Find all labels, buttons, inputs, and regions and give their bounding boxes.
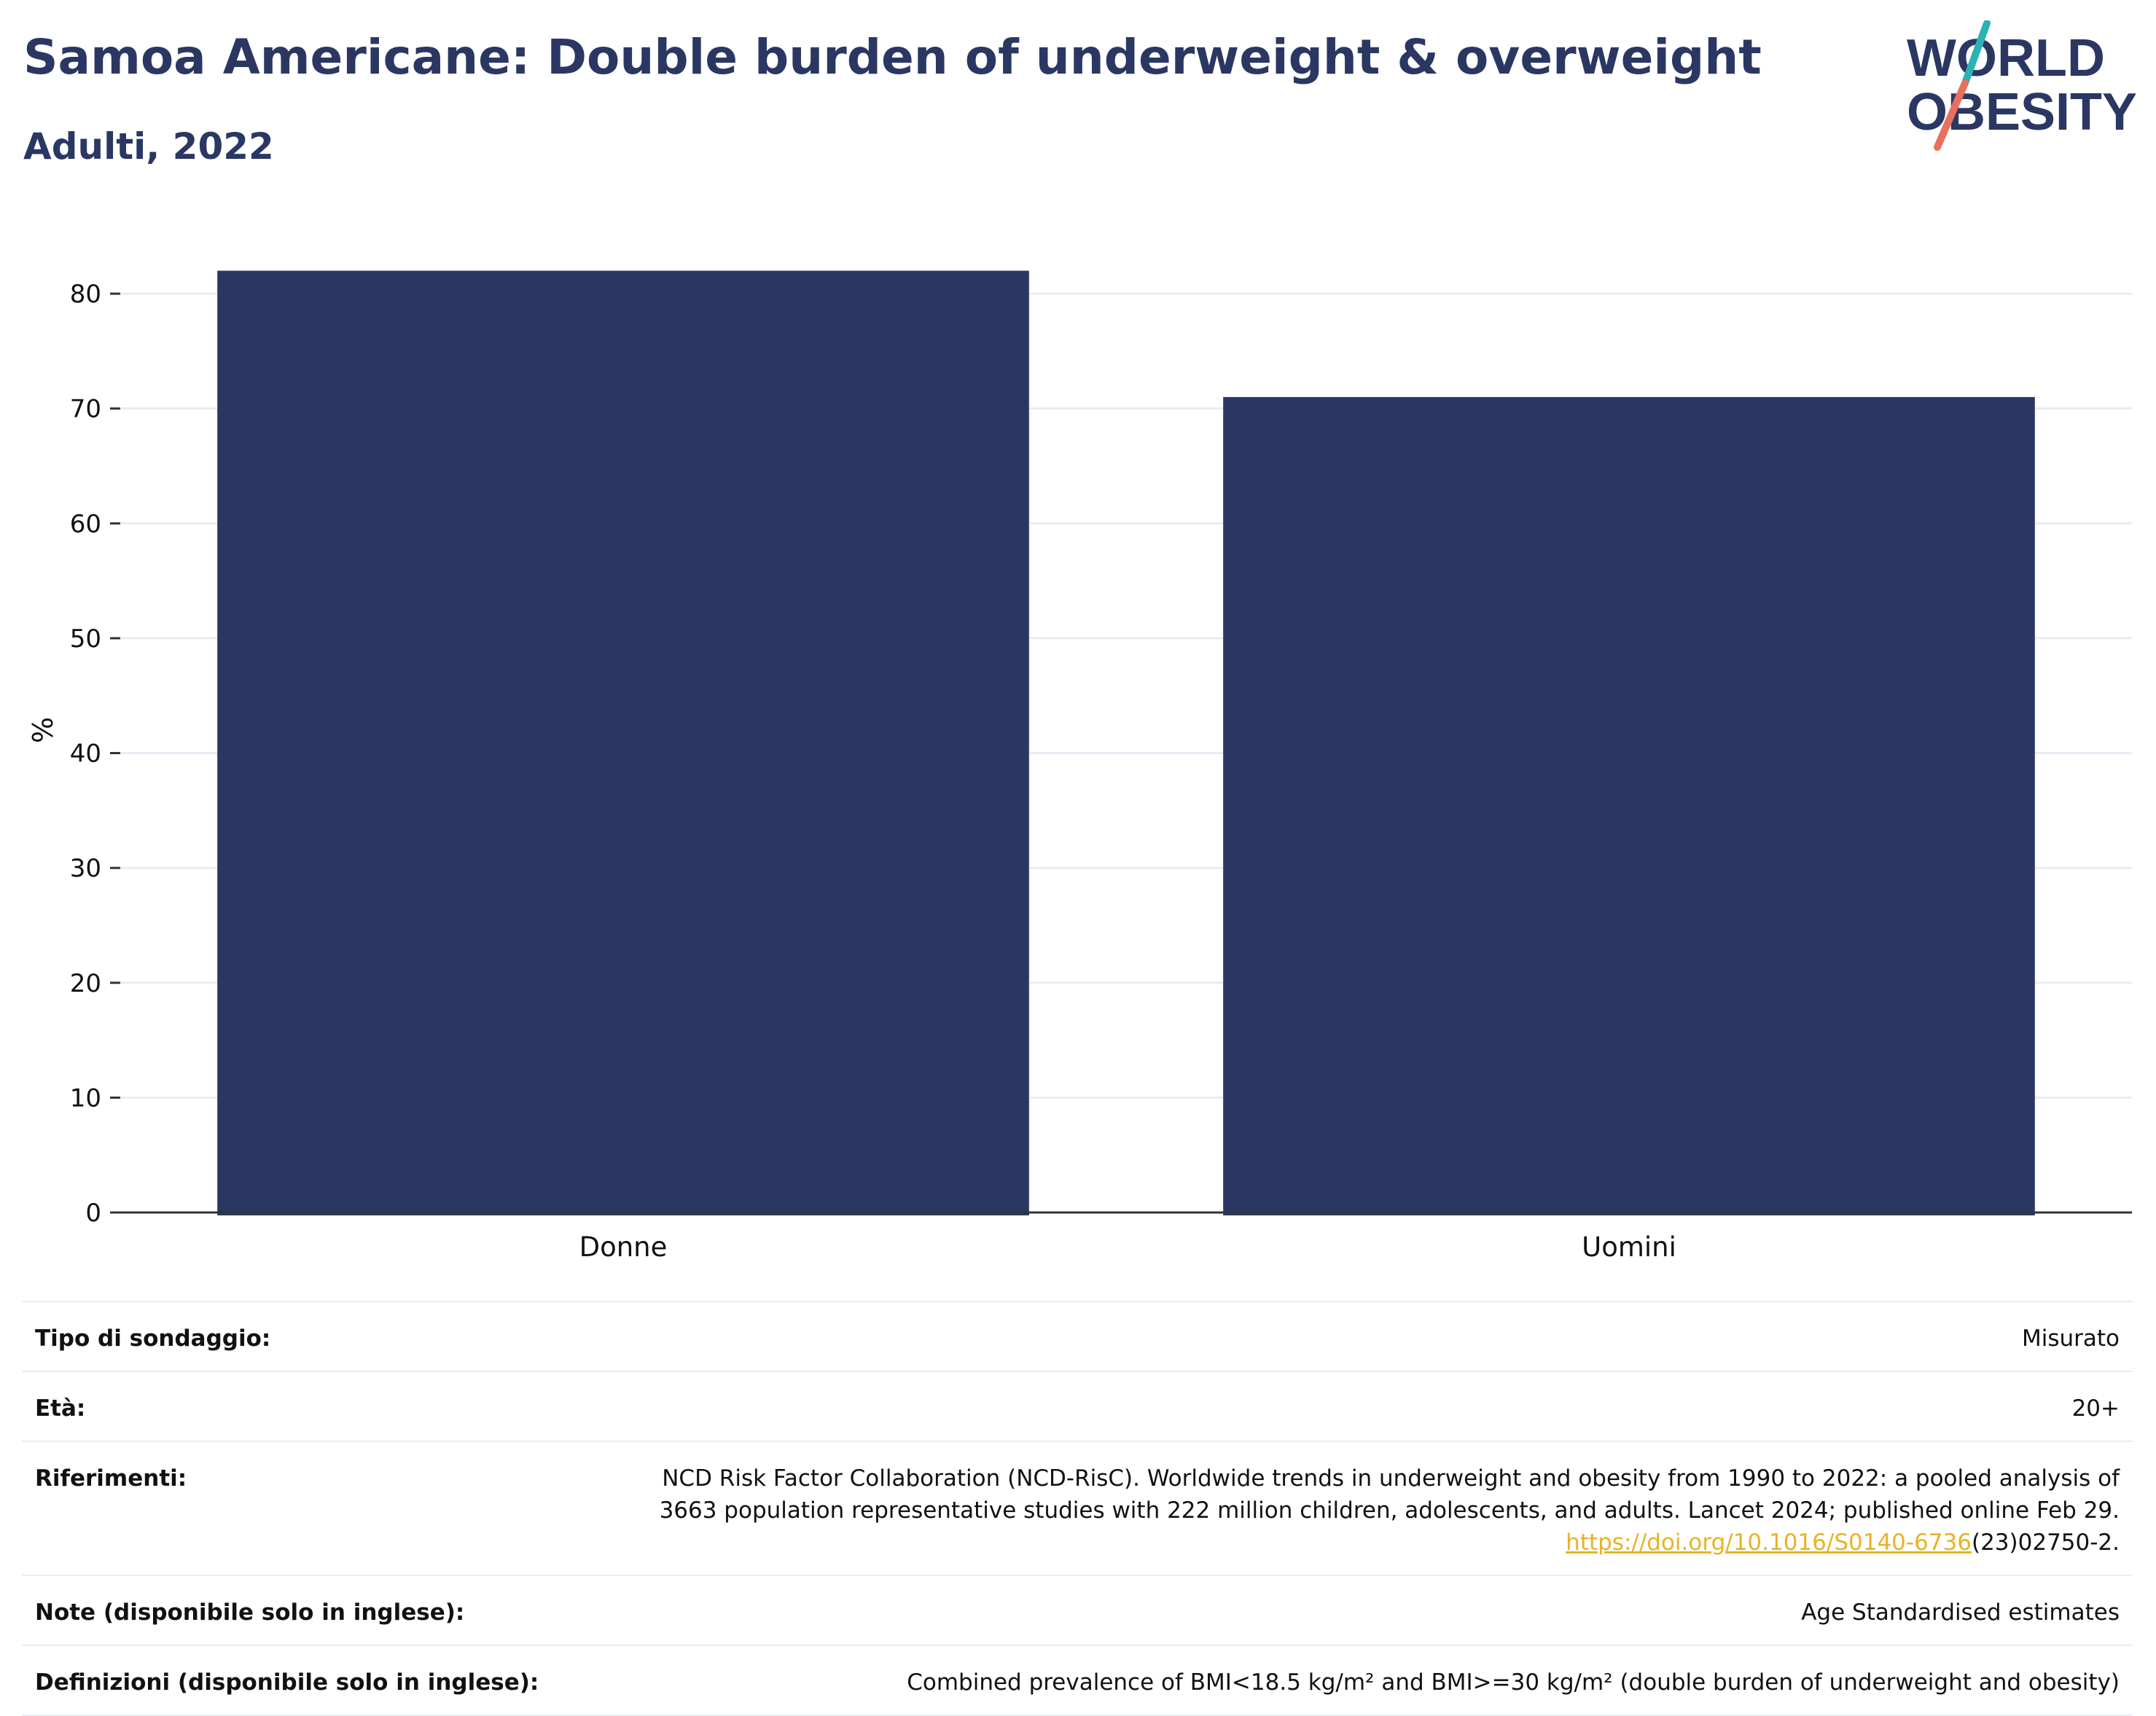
y-tick-label: 0 (85, 1199, 101, 1228)
bar-chart: 0 10 20 30 40 50 60 70 80 Donne Uomini% (27, 270, 2132, 1263)
x-tick-label: Donne (579, 1231, 668, 1263)
info-table: Tipo di sondaggio: Misurato Età: 20+ Rif… (22, 1301, 2133, 1716)
notes-value: Age Standardised estimates (602, 1575, 2133, 1646)
references-line-2: 3663 population representative studies w… (659, 1497, 2120, 1524)
logo-slash-teal (1961, 20, 1991, 87)
logo-word-world: WORLD (1907, 29, 2105, 87)
info-row-age: Età: 20+ (22, 1371, 2133, 1442)
y-tick-label: 40 (70, 740, 101, 769)
bar-donne (217, 270, 1029, 1215)
y-tick-label: 70 (70, 395, 101, 424)
definitions-label: Definizioni (disponibile solo in inglese… (22, 1645, 602, 1716)
y-tick-label: 80 (70, 280, 101, 309)
age-value: 20+ (602, 1371, 2133, 1442)
y-axis-label: % (27, 717, 59, 743)
chart-title: Samoa Americane: Double burden of underw… (23, 29, 1762, 85)
info-row-references: Riferimenti: NCD Risk Factor Collaborati… (22, 1441, 2133, 1576)
definitions-value: Combined prevalence of BMI<18.5 kg/m² an… (602, 1645, 2133, 1716)
survey-type-value: Misurato (602, 1301, 2133, 1372)
doi-link[interactable]: https://doi.org/10.1016/S0140-6736 (1566, 1529, 1972, 1556)
age-label: Età: (22, 1371, 602, 1442)
info-row-notes: Note (disponibile solo in inglese): Age … (22, 1575, 2133, 1646)
x-tick-label: Uomini (1582, 1231, 1676, 1263)
references-line-3: https://doi.org/10.1016/S0140-6736(23)02… (615, 1527, 2120, 1559)
info-row-survey: Tipo di sondaggio: Misurato (22, 1301, 2133, 1372)
world-obesity-logo: WORLD OBESITY (1907, 20, 2137, 151)
y-tick-label: 60 (70, 509, 101, 538)
y-tick-label: 50 (70, 624, 101, 654)
doi-suffix: (23)02750-2. (1971, 1529, 2120, 1556)
references-value: NCD Risk Factor Collaboration (NCD-RisC)… (602, 1441, 2133, 1576)
info-row-definitions: Definizioni (disponibile solo in inglese… (22, 1645, 2133, 1716)
bar-uomini (1223, 396, 2035, 1215)
references-label: Riferimenti: (22, 1441, 602, 1576)
y-tick-label: 30 (70, 854, 101, 883)
notes-label: Note (disponibile solo in inglese): (22, 1575, 602, 1646)
survey-type-label: Tipo di sondaggio: (22, 1301, 602, 1372)
chart-subtitle: Adulti, 2022 (23, 125, 274, 168)
logo-slash-coral (1934, 79, 1969, 151)
y-tick-label: 10 (70, 1084, 101, 1113)
references-line-1: NCD Risk Factor Collaboration (NCD-RisC)… (662, 1465, 2120, 1492)
y-tick-label: 20 (70, 969, 101, 998)
